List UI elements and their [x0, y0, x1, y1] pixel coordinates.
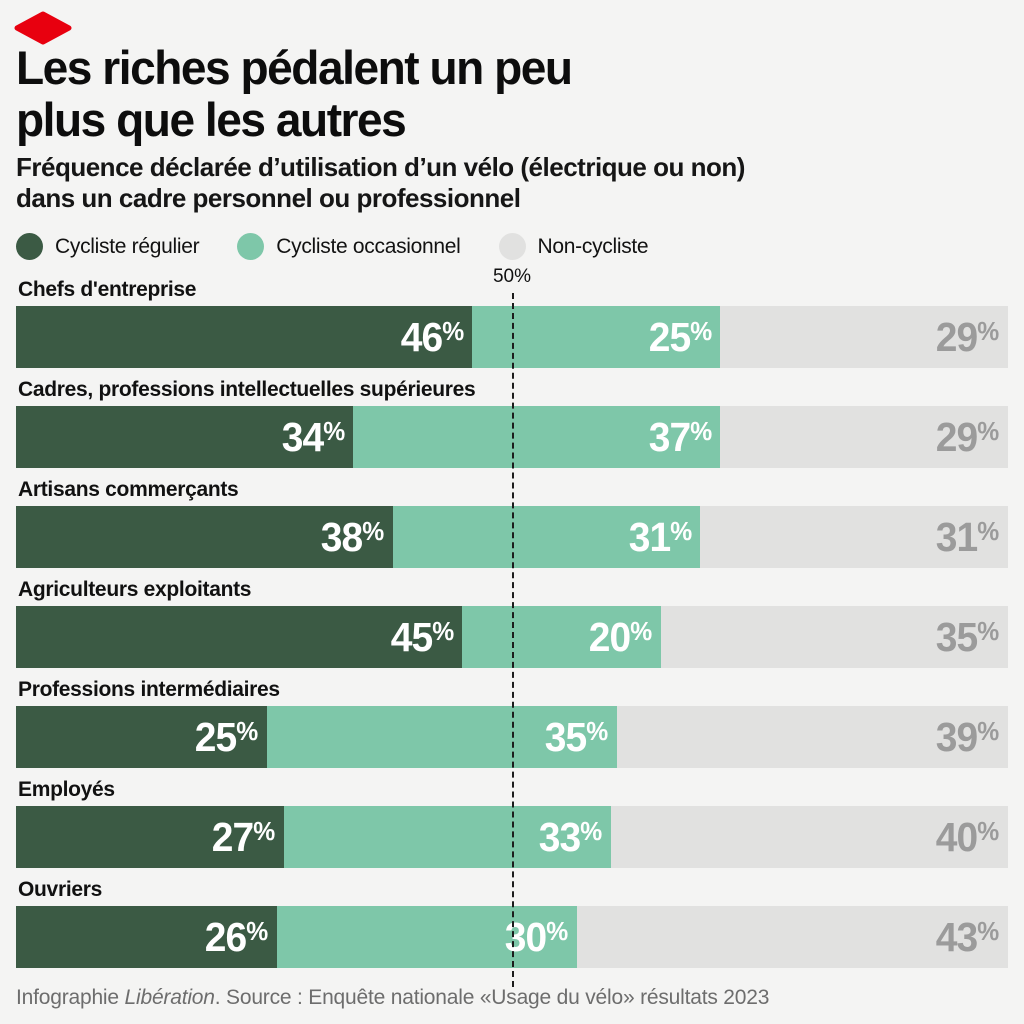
bar-segment-cycliste-r-gulier: 26%: [16, 906, 277, 968]
bar-segment-non-cycliste: 35%: [660, 606, 1009, 668]
bar-segment-cycliste-occasionnel: 25%: [472, 306, 721, 368]
legend-swatch-icon: [498, 233, 526, 260]
chart-row: Cadres, professions intellectuelles supé…: [16, 372, 1009, 472]
legend: Cycliste régulier Cycliste occasionnel Non…: [16, 233, 649, 260]
segment-value-label: 45%: [390, 613, 454, 660]
bar-segment-cycliste-occasionnel: 35%: [266, 706, 618, 768]
source-credit: Infographie Libération. Source : Enquête…: [16, 986, 769, 1010]
bar-segment-non-cycliste: 31%: [700, 506, 1008, 568]
credit-prefix: Infographie: [16, 986, 125, 1009]
segment-value-label: 35%: [936, 613, 1000, 660]
bar-segment-cycliste-occasionnel: 31%: [392, 506, 701, 568]
stacked-bar: 38% 31% 31%: [16, 506, 1008, 568]
segment-value-label: 27%: [211, 813, 276, 860]
segment-value-label: 31%: [936, 513, 1000, 560]
bar-segment-cycliste-occasionnel: 37%: [353, 406, 721, 468]
fifty-percent-dashed-line: [512, 293, 514, 987]
bar-segment-cycliste-occasionnel: 30%: [276, 906, 578, 968]
chart-row: Agriculteurs exploitants 45% 20% 35%: [16, 572, 1009, 672]
stacked-bar: 34% 37% 29%: [16, 406, 1009, 468]
bar-segment-cycliste-occasionnel: 20%: [462, 606, 661, 668]
bar-segment-cycliste-r-gulier: 27%: [16, 806, 284, 868]
bar-segment-cycliste-r-gulier: 46%: [16, 306, 473, 368]
bar-segment-non-cycliste: 29%: [720, 406, 1009, 468]
category-label: Ouvriers: [18, 878, 102, 901]
title-line-2: plus que les autres: [16, 93, 407, 146]
credit-suffix: . Source : Enquête nationale «Usage du v…: [214, 986, 770, 1009]
bar-segment-non-cycliste: 29%: [720, 306, 1008, 368]
segment-value-label: 33%: [539, 813, 603, 860]
bar-segment-non-cycliste: 40%: [611, 806, 1008, 868]
legend-label: Cycliste régulier: [55, 234, 200, 258]
segment-value-label: 20%: [588, 613, 653, 660]
title-line-1: Les riches pédalent un peu: [16, 41, 573, 94]
category-label: Chefs d'entreprise: [18, 278, 197, 301]
legend-swatch-icon: [237, 233, 265, 260]
stacked-bar: 25% 35% 39%: [16, 706, 1008, 768]
page-title: Les riches pédalent un peu plus que les …: [16, 41, 573, 146]
bar-segment-cycliste-r-gulier: 34%: [16, 406, 354, 468]
segment-value-label: 30%: [505, 913, 569, 960]
chart-subtitle: Fréquence déclarée d’utilisation d’un vé…: [16, 152, 745, 214]
subtitle-line-2: dans un cadre personnel ou professionnel: [16, 183, 521, 213]
category-label: Professions intermédiaires: [18, 678, 280, 701]
bar-segment-cycliste-occasionnel: 33%: [283, 806, 612, 868]
fifty-percent-label: 50%: [492, 266, 532, 287]
legend-item: Non-cycliste: [498, 233, 649, 260]
segment-value-label: 31%: [628, 513, 692, 560]
segment-value-label: 37%: [648, 413, 712, 460]
segment-value-label: 43%: [936, 913, 1000, 960]
legend-label: Cycliste occasionnel: [276, 234, 461, 258]
segment-value-label: 40%: [936, 813, 1000, 860]
bar-segment-non-cycliste: 39%: [617, 706, 1008, 768]
segment-value-label: 26%: [204, 913, 268, 960]
segment-value-label: 29%: [936, 413, 1000, 460]
category-label: Employés: [18, 778, 115, 801]
segment-value-label: 29%: [936, 313, 1000, 360]
bar-segment-cycliste-r-gulier: 25%: [16, 706, 267, 768]
stacked-bar: 45% 20% 35%: [16, 606, 1009, 668]
stacked-bar: 26% 30% 43%: [16, 906, 1009, 968]
chart-row: Professions intermédiaires 25% 35% 39%: [16, 672, 1008, 772]
legend-item: Cycliste occasionnel: [237, 233, 461, 260]
segment-value-label: 25%: [194, 713, 258, 760]
segment-value-label: 39%: [936, 713, 1000, 760]
category-label: Cadres, professions intellectuelles supé…: [18, 378, 476, 401]
subtitle-line-1: Fréquence déclarée d’utilisation d’un vé…: [16, 152, 745, 182]
bar-segment-cycliste-r-gulier: 38%: [16, 506, 393, 568]
credit-publication: Libération: [124, 986, 215, 1009]
legend-label: Non-cycliste: [537, 234, 649, 258]
legend-item: Cycliste régulier: [16, 233, 200, 260]
segment-value-label: 25%: [648, 313, 712, 360]
stacked-bar: 27% 33% 40%: [16, 806, 1008, 868]
liberation-logo-icon: [14, 11, 72, 45]
segment-value-label: 35%: [545, 713, 609, 760]
chart-row: Artisans commerçants 38% 31% 31%: [16, 472, 1008, 572]
chart-row: Employés 27% 33% 40%: [16, 772, 1008, 872]
legend-swatch-icon: [16, 233, 43, 260]
category-label: Agriculteurs exploitants: [18, 578, 252, 601]
chart-row: Ouvriers 26% 30% 43%: [16, 872, 1009, 972]
stacked-bar-chart: 50% Chefs d'entreprise 46% 25% 29% Cadres, p…: [16, 266, 1009, 987]
category-label: Artisans commerçants: [18, 478, 239, 501]
bar-segment-cycliste-r-gulier: 45%: [16, 606, 463, 668]
segment-value-label: 34%: [281, 413, 345, 460]
segment-value-label: 38%: [321, 513, 385, 560]
bar-segment-non-cycliste: 43%: [577, 906, 1009, 968]
segment-value-label: 46%: [400, 313, 464, 360]
